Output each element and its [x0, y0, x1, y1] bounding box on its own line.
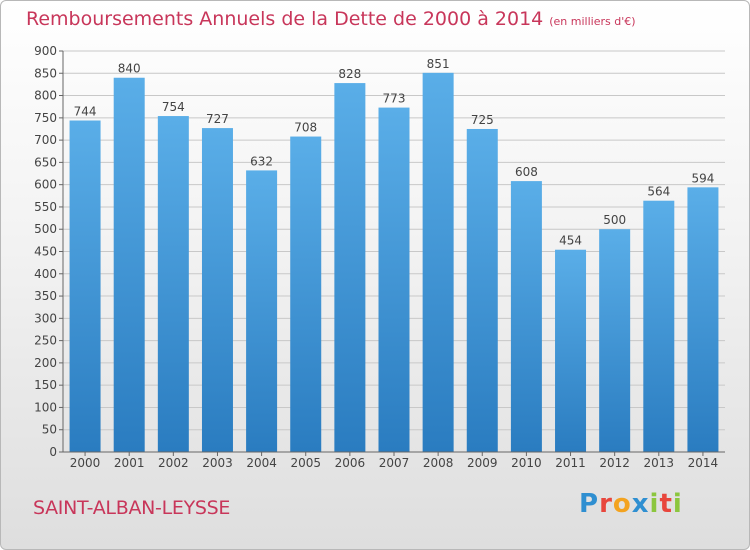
bar [687, 187, 719, 452]
x-tick-label: 2008 [423, 456, 454, 470]
logo-letter: t [659, 489, 673, 519]
bar-value-label: 773 [383, 92, 406, 106]
x-tick-label: 2014 [688, 456, 719, 470]
logo-letter: o [612, 489, 632, 519]
bar [334, 83, 366, 452]
y-tick-label: 500 [34, 222, 57, 236]
chart-title-main: Remboursements Annuels de la Dette de 20… [26, 8, 544, 30]
chart-title: Remboursements Annuels de la Dette de 20… [26, 8, 636, 30]
y-tick-label: 250 [34, 334, 57, 348]
x-tick-label: 2013 [644, 456, 675, 470]
bar-value-label: 500 [603, 213, 626, 227]
x-tick-label: 2010 [511, 456, 542, 470]
bar [599, 229, 631, 452]
logo-letter: P [579, 489, 600, 519]
x-tick-label: 2011 [555, 456, 586, 470]
y-tick-label: 0 [49, 445, 57, 459]
x-tick-label: 2004 [246, 456, 277, 470]
logo-letter: i [649, 489, 660, 519]
x-axis: 2000 2001 2002 2003 2004 2005 2006 2007 2008 2009… [63, 451, 725, 470]
chart-title-unit: (en milliers d'€) [549, 15, 636, 28]
bar [643, 200, 675, 452]
y-tick-label: 900 [34, 44, 57, 58]
y-tick-label: 650 [34, 155, 57, 169]
bar-value-label: 725 [471, 113, 494, 127]
commune-name: SAINT-ALBAN-LEYSSE [33, 497, 231, 519]
bars: 744 840 754 727 632 708 828 773 851 725 608 454 500 5… [69, 57, 719, 453]
bar-value-label: 727 [206, 112, 229, 126]
bar [466, 128, 498, 452]
bar [157, 116, 189, 452]
bar-value-label: 754 [162, 100, 185, 114]
x-tick-label: 2006 [335, 456, 366, 470]
logo-letter: x [631, 489, 650, 519]
y-tick-label: 750 [34, 111, 57, 125]
logo-letter: r [599, 489, 613, 519]
logo-letter: i [672, 489, 683, 519]
bar [422, 72, 454, 453]
bar-value-label: 851 [427, 57, 450, 71]
bar [113, 77, 145, 452]
y-tick-label: 350 [34, 289, 57, 303]
proxiti-logo: Proxiti [579, 489, 683, 519]
x-tick-label: 2007 [379, 456, 410, 470]
y-tick-label: 100 [34, 400, 57, 414]
bar-value-label: 594 [691, 171, 714, 185]
y-tick-label: 800 [34, 89, 57, 103]
y-tick-label: 600 [34, 178, 57, 192]
bar-value-label: 744 [74, 105, 97, 119]
y-tick-label: 200 [34, 356, 57, 370]
bar-value-label: 840 [118, 62, 141, 76]
y-tick-label: 550 [34, 200, 57, 214]
x-tick-label: 2000 [70, 456, 101, 470]
bar-value-label: 608 [515, 165, 538, 179]
bar [69, 120, 101, 453]
x-tick-label: 2009 [467, 456, 498, 470]
bar [555, 249, 587, 452]
y-axis: 0 50 100 150 200 250 300 350 400 450 500 550 600 650 7… [34, 44, 64, 459]
x-tick-label: 2005 [290, 456, 321, 470]
y-tick-label: 450 [34, 245, 57, 259]
y-tick-label: 400 [34, 267, 57, 281]
bar-value-label: 564 [647, 185, 670, 199]
bar-value-label: 632 [250, 154, 273, 168]
bar [290, 136, 322, 452]
x-tick-label: 2002 [158, 456, 189, 470]
bar [246, 170, 278, 453]
x-tick-label: 2001 [114, 456, 145, 470]
bar [201, 128, 233, 452]
y-tick-label: 300 [34, 311, 57, 325]
y-tick-label: 50 [42, 423, 57, 437]
y-tick-label: 700 [34, 133, 57, 147]
bar-value-label: 828 [338, 67, 361, 81]
y-tick-label: 150 [34, 378, 57, 392]
bar-value-label: 454 [559, 234, 582, 248]
bar [510, 181, 542, 452]
y-tick-label: 850 [34, 66, 57, 80]
x-tick-label: 2003 [202, 456, 233, 470]
bar [378, 107, 410, 452]
x-tick-label: 2012 [599, 456, 630, 470]
bar-value-label: 708 [294, 121, 317, 135]
